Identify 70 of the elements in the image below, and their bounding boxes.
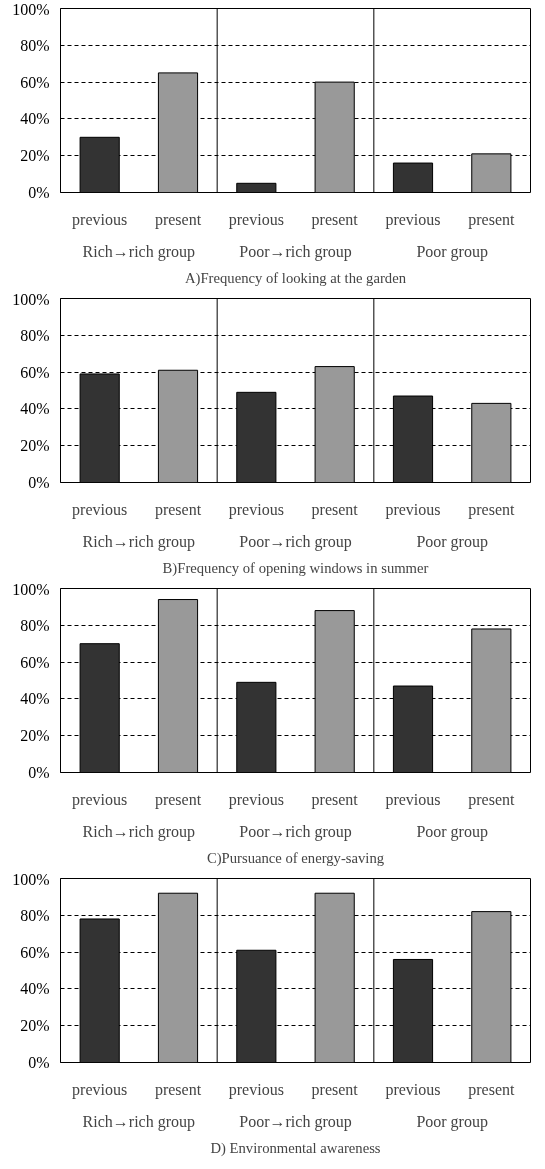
y-tick-label: 100% bbox=[12, 870, 50, 888]
y-tick-label: 20% bbox=[20, 437, 50, 455]
y-tick-label: 60% bbox=[20, 363, 50, 381]
bar bbox=[392, 162, 434, 193]
text: Rich→rich group bbox=[82, 822, 196, 841]
text: Rich→rich group bbox=[82, 1112, 196, 1131]
text: D) Environmental awareness bbox=[210, 1139, 381, 1157]
bar bbox=[157, 72, 199, 193]
y-tick-label: 80% bbox=[20, 616, 50, 634]
x-tick-label: present bbox=[311, 790, 359, 809]
x-tick-label: present bbox=[468, 210, 515, 229]
text: Poor group bbox=[416, 822, 488, 841]
x-tick-label: present bbox=[311, 210, 359, 229]
text: Poor→rich group bbox=[239, 822, 352, 841]
y-tick-label: 60% bbox=[20, 653, 50, 671]
x-tick-label: previous bbox=[72, 210, 128, 229]
text: Rich→rich group bbox=[82, 242, 196, 261]
x-tick-label: previous bbox=[72, 500, 128, 519]
x-tick-label: present bbox=[468, 1080, 515, 1099]
x-tick-label: previous bbox=[228, 500, 284, 519]
x-tick-label: previous bbox=[72, 790, 128, 809]
y-tick-label: 60% bbox=[20, 943, 50, 961]
x-tick-label: previous bbox=[228, 210, 284, 229]
x-tick-label: previous bbox=[385, 500, 441, 519]
bar bbox=[157, 369, 199, 483]
x-tick-label: present bbox=[154, 210, 202, 229]
y-tick-label: 20% bbox=[20, 727, 50, 745]
x-tick-label: present bbox=[311, 500, 359, 519]
x-tick-label: present bbox=[311, 1080, 359, 1099]
y-tick-label: 0% bbox=[28, 764, 50, 781]
x-tick-label: previous bbox=[385, 790, 441, 809]
x-tick-label: present bbox=[154, 500, 202, 519]
text: C)Pursuance of energy-saving bbox=[206, 849, 385, 867]
text: Poor group bbox=[416, 242, 488, 261]
y-tick-label: 0% bbox=[28, 1054, 50, 1071]
y-tick-label: 0% bbox=[28, 474, 50, 491]
y-tick-label: 20% bbox=[20, 147, 50, 165]
y-tick-label: 100% bbox=[12, 290, 50, 308]
x-tick-label: present bbox=[468, 790, 515, 809]
text: B)Frequency of opening windows in summer bbox=[162, 559, 429, 577]
x-tick-label: previous bbox=[228, 1080, 284, 1099]
x-tick-label: present bbox=[468, 500, 515, 519]
x-tick-label: previous bbox=[385, 1080, 441, 1099]
text: Poor→rich group bbox=[239, 1112, 352, 1131]
y-tick-label: 80% bbox=[20, 36, 50, 54]
x-tick-label: present bbox=[154, 1080, 202, 1099]
bar bbox=[157, 599, 199, 773]
y-tick-label: 40% bbox=[20, 400, 50, 418]
y-tick-label: 0% bbox=[28, 184, 50, 201]
x-tick-label: previous bbox=[228, 790, 284, 809]
y-tick-label: 80% bbox=[20, 906, 50, 924]
y-tick-label: 60% bbox=[20, 73, 50, 91]
bar bbox=[157, 892, 199, 1063]
x-tick-label: previous bbox=[72, 1080, 128, 1099]
y-tick-label: 80% bbox=[20, 326, 50, 344]
y-tick-label: 40% bbox=[20, 690, 50, 708]
y-tick-label: 40% bbox=[20, 110, 50, 128]
text: Rich→rich group bbox=[82, 532, 196, 551]
text: Poor group bbox=[416, 1112, 488, 1131]
bar bbox=[236, 182, 277, 193]
y-tick-label: 100% bbox=[12, 0, 50, 18]
y-tick-label: 40% bbox=[20, 980, 50, 998]
y-tick-label: 20% bbox=[20, 1017, 50, 1035]
text: A)Frequency of looking at the garden bbox=[185, 269, 407, 287]
text: Poor group bbox=[416, 532, 488, 551]
y-tick-label: 100% bbox=[12, 580, 50, 598]
text: Poor→rich group bbox=[239, 242, 352, 261]
x-tick-label: present bbox=[154, 790, 202, 809]
x-tick-label: previous bbox=[385, 210, 441, 229]
text: Poor→rich group bbox=[239, 532, 352, 551]
